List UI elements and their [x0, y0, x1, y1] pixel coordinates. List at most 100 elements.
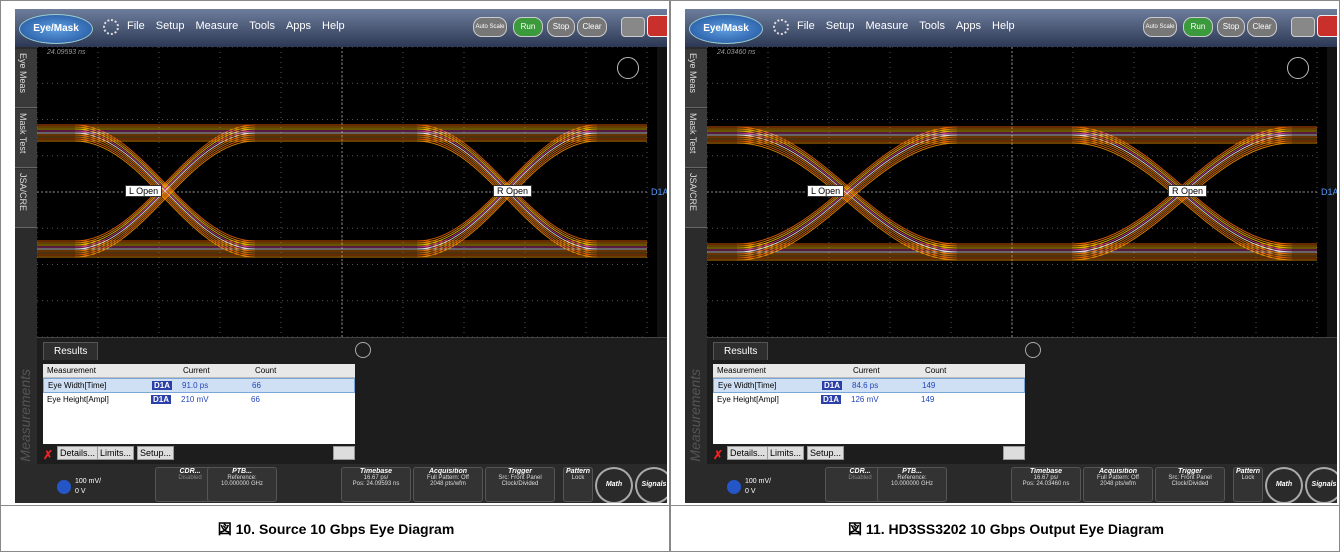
action-button[interactable]: Details...	[727, 446, 768, 460]
status-block[interactable]: Signals	[1305, 467, 1337, 503]
side-tab[interactable]: JSA/CRE	[685, 169, 707, 228]
panel: Eye/Mask File Setup Measure Tools Apps Help Aut…	[0, 0, 670, 552]
eye-trace	[737, 141, 957, 258]
menu-item[interactable]: File	[797, 20, 815, 32]
cell: 66	[252, 381, 261, 390]
menu-item[interactable]: Setup	[156, 20, 185, 32]
toolbar-button[interactable]: Clear	[1247, 17, 1277, 37]
toolbar-button[interactable]: Run	[513, 17, 543, 37]
side-tab[interactable]: Eye Meas	[15, 49, 37, 108]
side-tab-label: JSA/CRE	[18, 173, 28, 211]
status-bar: 100 mV/0 VCDR...DisabledPTB...Reference:…	[685, 464, 1337, 503]
cell: D1A	[152, 381, 172, 390]
cell: D1A	[151, 395, 171, 404]
status-line: Pos: 24.09593 ns	[342, 481, 410, 487]
menu-item[interactable]: Setup	[826, 20, 855, 32]
results-tab[interactable]: Results	[713, 342, 768, 360]
results-tab[interactable]: Results	[43, 342, 98, 360]
close-button[interactable]	[647, 15, 667, 37]
clear-icon: ✗	[713, 448, 723, 462]
toolbar-button[interactable]: Auto Scale	[473, 17, 507, 37]
eye-trace	[75, 135, 255, 251]
status-title: Signals	[637, 481, 667, 488]
table-icon[interactable]	[333, 446, 355, 460]
action-button[interactable]: Details...	[57, 446, 98, 460]
settings-icon[interactable]	[1287, 57, 1309, 79]
channel-setting: 100 mV/	[745, 478, 771, 485]
status-block[interactable]: Signals	[635, 467, 667, 503]
minimize-button[interactable]	[621, 17, 645, 37]
status-block[interactable]: Math	[1265, 467, 1303, 503]
side-tab[interactable]: Eye Meas	[685, 49, 707, 108]
status-block[interactable]: Math	[595, 467, 633, 503]
toolbar-button[interactable]: Stop	[1217, 17, 1245, 37]
settings-icon[interactable]	[617, 57, 639, 79]
menu-item[interactable]: Tools	[919, 20, 945, 32]
menu-item[interactable]: Apps	[956, 20, 981, 32]
app-button[interactable]: Eye/Mask	[689, 14, 763, 44]
side-tab[interactable]: Mask Test	[15, 109, 37, 168]
side-tab[interactable]: Mask Test	[685, 109, 707, 168]
status-line: Pos: 24.03460 ns	[1012, 481, 1080, 487]
side-tab-label: Eye Meas	[688, 53, 698, 93]
menu-item[interactable]: Apps	[286, 20, 311, 32]
status-title: Pattern	[1234, 468, 1262, 475]
menu-item[interactable]: Measure	[195, 20, 238, 32]
caption-divider	[1, 505, 670, 506]
status-title: Acquisition	[414, 468, 482, 475]
table-icon[interactable]	[1003, 446, 1025, 460]
status-title: Acquisition	[1084, 468, 1152, 475]
menu-item[interactable]: Help	[992, 20, 1015, 32]
status-line: Lock	[564, 475, 592, 481]
channel-setting: 0 V	[745, 488, 756, 495]
status-title: Pattern	[564, 468, 592, 475]
app-button[interactable]: Eye/Mask	[19, 14, 93, 44]
action-button[interactable]: Limits...	[767, 446, 804, 460]
action-button[interactable]: Setup...	[137, 446, 174, 460]
action-button[interactable]: Limits...	[97, 446, 134, 460]
cell: D1A	[822, 381, 842, 390]
menu-item[interactable]: Measure	[865, 20, 908, 32]
status-block[interactable]: PTB...Reference:10.000000 GHz	[207, 467, 277, 502]
cell: 149	[922, 381, 935, 390]
menu-item[interactable]: File	[127, 20, 145, 32]
collapse-button[interactable]	[1025, 342, 1041, 358]
toolbar-button[interactable]: Clear	[577, 17, 607, 37]
toolbar-button[interactable]: Run	[1183, 17, 1213, 37]
toolbar-button[interactable]: Auto Scale	[1143, 17, 1177, 37]
menu-item[interactable]: Help	[322, 20, 345, 32]
status-title: Math	[1267, 481, 1301, 488]
collapse-button[interactable]	[355, 342, 371, 358]
menu-item[interactable]: Tools	[249, 20, 275, 32]
toolbar-button[interactable]: Stop	[547, 17, 575, 37]
eye-trace	[75, 141, 255, 257]
sun-icon	[103, 19, 119, 35]
minimize-button[interactable]	[1291, 17, 1315, 37]
eye-trace	[75, 137, 255, 253]
eye-trace	[75, 133, 255, 249]
screenshot: Eye/Mask File Setup Measure Tools Apps Help Aut…	[685, 9, 1337, 503]
action-button[interactable]: Setup...	[807, 446, 844, 460]
close-button[interactable]	[1317, 15, 1337, 37]
eye-trace	[75, 125, 255, 241]
status-title: Trigger	[1156, 468, 1224, 475]
side-tab[interactable]: JSA/CRE	[15, 169, 37, 228]
status-block[interactable]: PTB...Reference:10.000000 GHz	[877, 467, 947, 502]
cell: 126 mV	[851, 395, 879, 404]
header-cell: Current	[183, 366, 210, 375]
cell: Eye Height[Ampl]	[717, 395, 779, 404]
